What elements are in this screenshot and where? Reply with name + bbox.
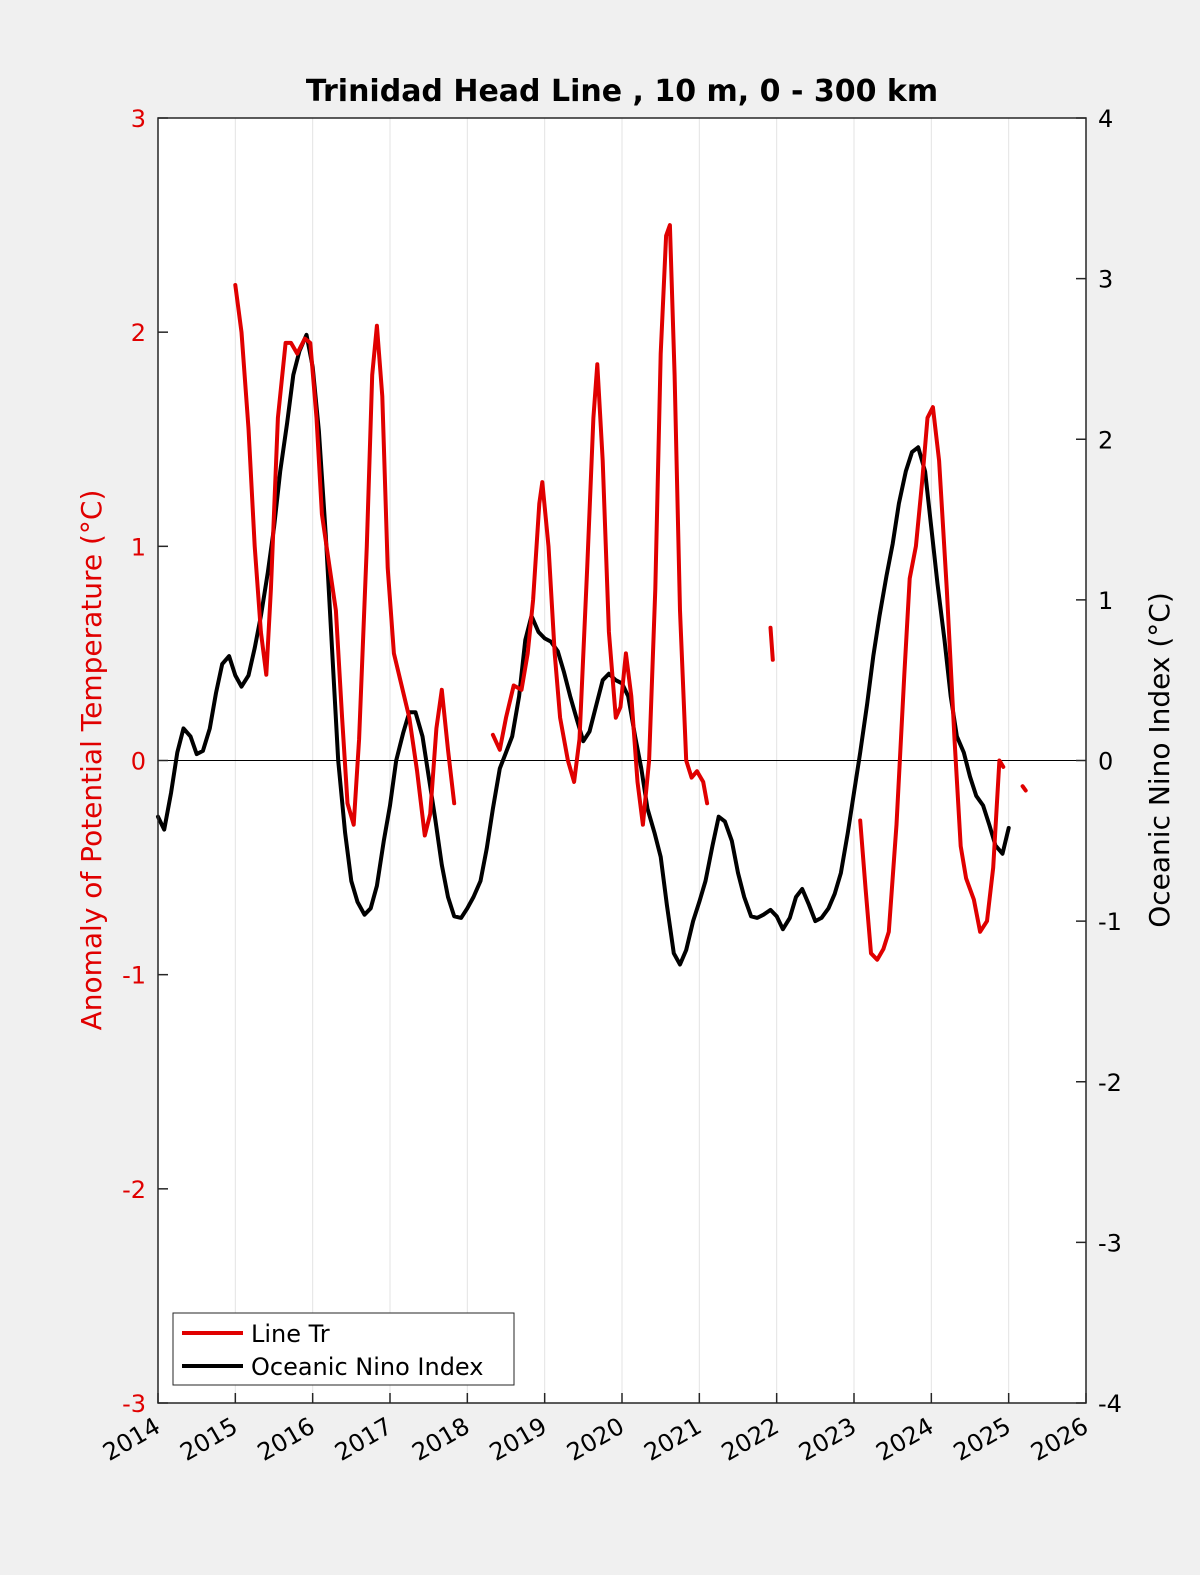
series-line-tr-segment-1	[490, 223, 710, 827]
right-tick-label-0: 4	[1098, 105, 1113, 133]
right-tick-label-8: -4	[1098, 1390, 1122, 1418]
right-tick-label-7: -3	[1098, 1229, 1122, 1257]
right-y-axis-ticks: 4 3 2 1 0 -1 -2 -3 -4	[1076, 105, 1122, 1418]
legend: Line Tr Oceanic Nino Index	[172, 1312, 515, 1386]
left-tick-label-4: -1	[122, 962, 146, 990]
left-tick-label-0: 3	[131, 105, 146, 133]
legend-oni-label: Oceanic Nino Index	[251, 1353, 483, 1381]
series-line-tr-segment-0	[233, 283, 457, 838]
chart-title: Trinidad Head Line , 10 m, 0 - 300 km	[306, 74, 938, 109]
legend-line-tr-label: Line Tr	[251, 1320, 330, 1348]
right-tick-label-3: 1	[1098, 587, 1113, 615]
right-tick-label-5: -1	[1098, 908, 1122, 936]
left-tick-label-3: 0	[131, 748, 146, 776]
series-layer	[156, 223, 1028, 967]
series-line-tr-segment-4	[1020, 784, 1028, 793]
left-tick-label-5: -2	[122, 1176, 146, 1204]
left-y-axis-ticks: 3 2 1 0 -1 -2 -3	[122, 105, 168, 1418]
right-tick-label-6: -2	[1098, 1069, 1122, 1097]
left-tick-label-6: -3	[122, 1390, 146, 1418]
series-line-tr-segment-3	[858, 405, 1006, 962]
right-tick-label-2: 2	[1098, 426, 1113, 454]
right-tick-label-1: 3	[1098, 266, 1113, 294]
left-tick-label-1: 2	[131, 319, 146, 347]
series-line-tr-segment-2	[768, 625, 775, 662]
legend-box	[172, 1312, 515, 1386]
right-tick-label-4: 0	[1098, 748, 1113, 776]
left-y-axis-label: Anomaly of Potential Temperature (°C)	[75, 490, 108, 1031]
right-y-axis-label: Oceanic Nino Index (°C)	[1143, 592, 1176, 928]
left-tick-label-2: 1	[131, 533, 146, 561]
